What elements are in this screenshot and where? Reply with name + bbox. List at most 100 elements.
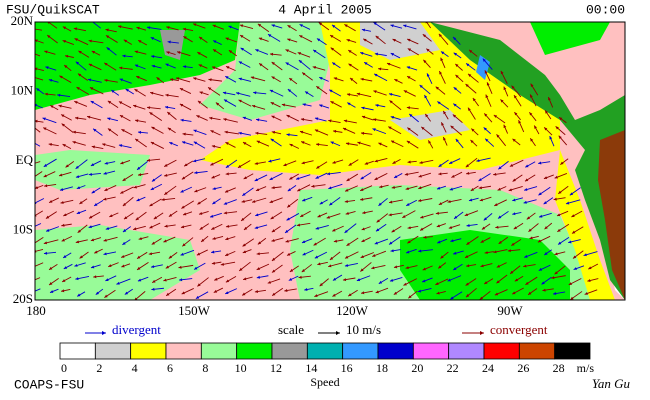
wind-arrowhead <box>420 215 424 219</box>
wind-arrow <box>35 161 41 164</box>
wind-arrowhead <box>559 117 563 121</box>
wind-arrowhead <box>212 24 216 28</box>
wind-arrowhead <box>225 189 229 193</box>
wind-arrowhead <box>151 287 155 291</box>
wind-arrowhead <box>554 175 558 179</box>
patch <box>35 150 150 190</box>
wind-arrowhead <box>223 201 228 205</box>
wind-arrowhead <box>255 49 259 52</box>
wind-arrowhead <box>328 186 332 190</box>
wind-arrowhead <box>329 256 334 260</box>
wind-arrowhead <box>201 238 205 242</box>
wind-arrowhead <box>493 114 498 118</box>
wind-arrowhead <box>301 161 305 165</box>
wind-arrowhead <box>125 88 129 92</box>
source: COAPS-FSU <box>14 377 84 392</box>
colorbar-tick: 12 <box>270 361 282 375</box>
wind-arrowhead <box>496 264 501 268</box>
wind-arrowhead <box>466 63 470 67</box>
wind-arrowhead <box>371 266 375 270</box>
wind-arrowhead <box>425 113 429 118</box>
wind-arrowhead <box>90 265 95 269</box>
wind-arrowhead <box>250 76 255 80</box>
wind-arrowhead <box>528 228 532 232</box>
wind-arrowhead <box>182 65 187 69</box>
wind-arrowhead <box>453 52 457 56</box>
colorbar-tick: 26 <box>517 361 529 375</box>
wind-arrowhead <box>212 236 216 240</box>
wind-arrowhead <box>348 50 352 53</box>
wind-arrowhead <box>137 166 141 170</box>
wind-arrowhead <box>407 38 411 42</box>
wind-arrowhead <box>210 214 214 218</box>
colorbar-box <box>130 342 167 360</box>
wind-arrow <box>35 28 43 31</box>
wind-arrowhead <box>329 89 333 93</box>
wind-arrowhead <box>539 214 543 218</box>
wind-arrowhead <box>484 251 488 255</box>
wind-arrowhead <box>47 35 51 39</box>
wind-arrowhead <box>346 178 350 181</box>
colorbar-tick: 14 <box>305 361 317 375</box>
wind-arrowhead <box>43 241 48 245</box>
wind-arrowhead <box>243 277 247 281</box>
scale-value: 10 m/s <box>346 322 381 337</box>
wind-arrowhead <box>468 73 472 77</box>
wind-arrowhead <box>510 270 514 274</box>
wind-arrowhead <box>271 115 275 119</box>
lat-label: 20S <box>13 291 33 306</box>
wind-arrowhead <box>302 252 306 256</box>
wind-arrowhead <box>122 54 126 58</box>
wind-arrowhead <box>164 191 168 195</box>
wind-arrowhead <box>435 282 439 285</box>
wind-arrowhead <box>237 164 242 168</box>
wind-arrowhead <box>453 103 457 107</box>
wind-arrowhead <box>483 217 488 221</box>
time: 00:00 <box>586 2 625 17</box>
wind-arrowhead <box>61 114 65 118</box>
colorbar-tick: 8 <box>202 361 208 375</box>
wind-arrowhead <box>296 223 301 227</box>
wind-arrowhead <box>464 255 469 258</box>
wind-arrowhead <box>435 86 439 90</box>
wind-arrowhead <box>271 186 275 190</box>
wind-arrowhead <box>208 78 212 82</box>
wind-arrowhead <box>374 52 379 56</box>
wind-arrowhead <box>555 126 559 130</box>
wind-arrowhead <box>538 161 542 165</box>
wind-arrowhead <box>104 78 108 82</box>
wind-arrowhead <box>554 271 558 275</box>
colorbar-box <box>412 342 450 360</box>
wind-arrowhead <box>281 103 286 107</box>
wind-arrowhead <box>311 184 315 188</box>
lon-label: 90W <box>497 303 523 318</box>
wind-arrowhead <box>175 77 180 81</box>
wind-arrowhead <box>120 190 124 194</box>
map-frame <box>34 21 626 301</box>
wind-arrowhead <box>403 282 407 286</box>
wind-arrowhead <box>345 142 350 146</box>
wind-arrowhead <box>177 51 181 54</box>
wind-arrowhead <box>537 239 542 243</box>
wind-arrowhead <box>88 225 92 229</box>
wind-arrowhead <box>476 159 480 163</box>
wind-arrowhead <box>313 242 317 246</box>
wind-arrowhead <box>298 60 303 64</box>
wind-arrowhead <box>196 252 201 256</box>
wind-arrowhead <box>304 288 308 291</box>
wind-arrowhead <box>118 25 122 29</box>
wind-arrowhead <box>212 49 217 53</box>
wind-arrowhead <box>31 125 34 128</box>
wind-arrowhead <box>498 215 502 219</box>
wind-arrowhead <box>225 279 230 283</box>
wind-arrowhead <box>103 171 107 175</box>
wind-arrowhead <box>314 255 319 259</box>
wind-arrowhead <box>297 188 301 192</box>
wind-arrow <box>35 288 41 292</box>
wind-arrowhead <box>496 134 500 138</box>
wind-arrowhead <box>538 192 542 196</box>
wind-arrowhead <box>479 296 484 300</box>
wind-arrowhead <box>79 255 83 259</box>
colorbar-box <box>518 342 556 360</box>
wind-arrowhead <box>121 254 125 258</box>
